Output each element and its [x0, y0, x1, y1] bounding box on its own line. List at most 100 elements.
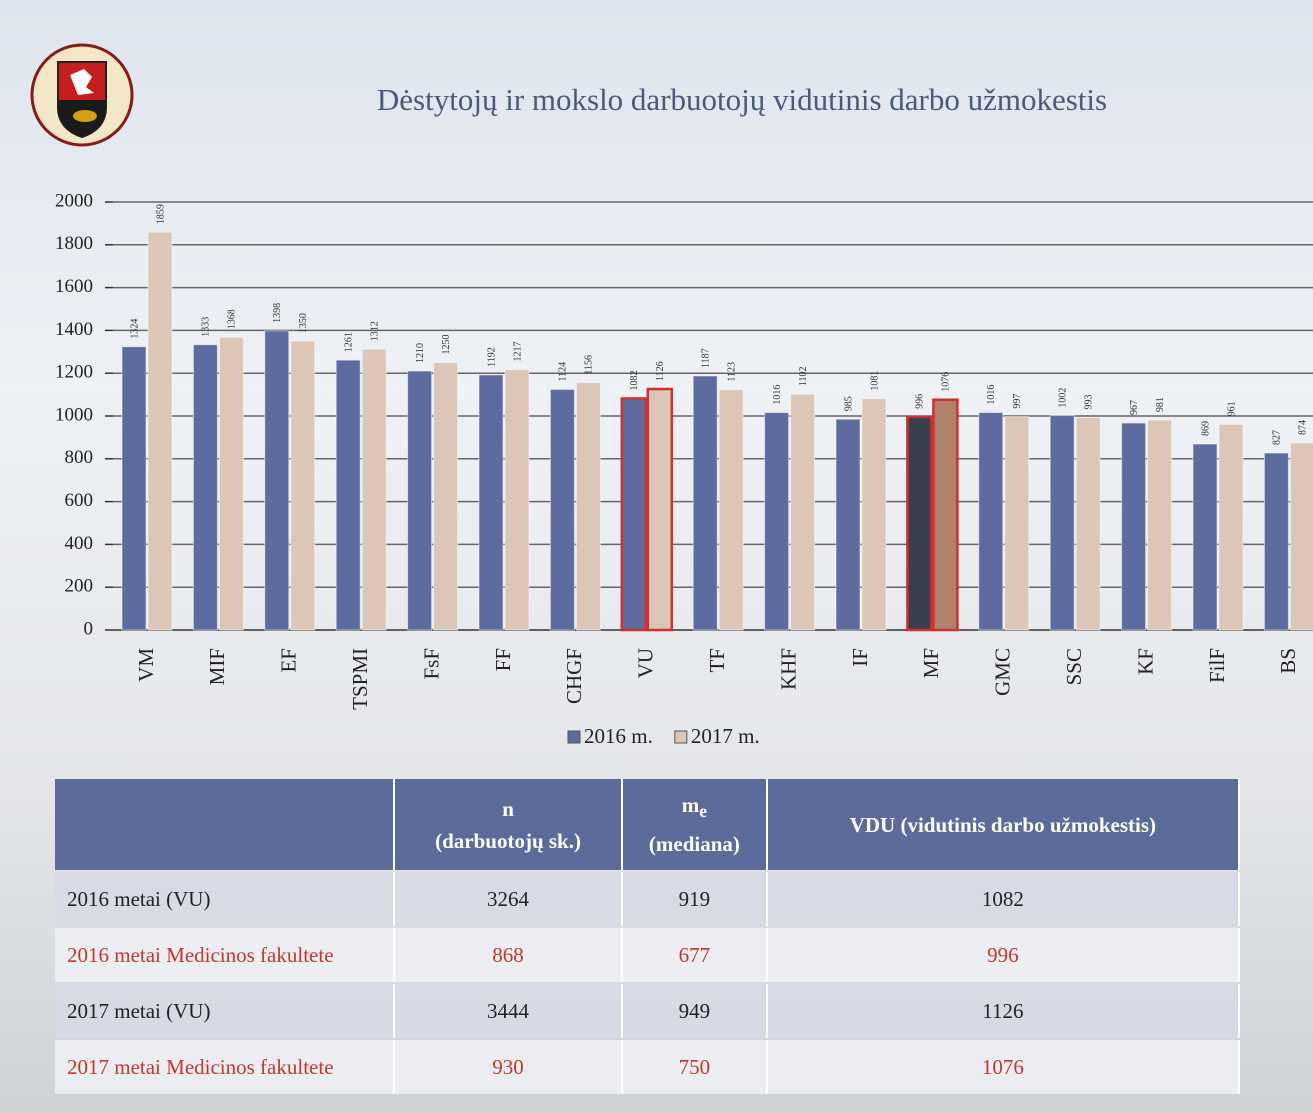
header-cell: VDU (vidutinis darbo užmokestis): [767, 779, 1240, 870]
data-label: 869: [1200, 421, 1211, 436]
legend-swatch: [567, 730, 581, 744]
x-tick-label: KF: [1133, 648, 1157, 675]
bar: [1075, 416, 1101, 631]
data-label: 1261: [343, 332, 354, 352]
bar: [835, 418, 861, 631]
bar: [121, 346, 147, 631]
x-tick-label: FsF: [419, 648, 443, 680]
bar: [1004, 416, 1030, 631]
table-cell: 2016 metai (VU): [55, 872, 395, 926]
bar: [549, 388, 575, 631]
table-cell: 1082: [767, 872, 1240, 926]
header-text: (darbuotojų sk.): [435, 828, 581, 853]
chart-title: Dėstytojų ir mokslo darbuotojų vidutinis…: [377, 82, 1107, 117]
logo: [30, 43, 134, 147]
header-text: VDU (vidutinis darbo užmokestis): [849, 812, 1156, 837]
x-tick-label: BS: [1276, 648, 1300, 674]
x-tick-label: KHF: [776, 648, 800, 690]
bar: [1147, 419, 1173, 631]
bar: [433, 362, 459, 631]
header-cell: me (mediana): [623, 779, 768, 870]
table-row: 2017 metai Medicinos fakultete 930 750 1076: [55, 1040, 1240, 1094]
table-cell: 949: [623, 984, 768, 1038]
table-cell: 1126: [767, 984, 1240, 1038]
bar: [1121, 422, 1147, 631]
x-tick-label: VM: [134, 648, 158, 682]
legend-label: 2017 m.: [691, 724, 760, 748]
data-label: 1002: [1057, 388, 1068, 408]
data-label: 1016: [986, 385, 997, 405]
bar: [264, 330, 290, 631]
data-label: 1859: [155, 204, 166, 224]
table-cell: 996: [767, 928, 1240, 982]
header-cell: n (darbuotojų sk.): [395, 779, 624, 870]
y-tick-label: 1000: [55, 404, 93, 425]
y-tick-label: 1400: [55, 319, 93, 340]
data-label: 874: [1298, 420, 1309, 435]
bar: [906, 415, 933, 632]
data-label: 1324: [129, 319, 140, 339]
data-label: 827: [1272, 430, 1283, 445]
data-label: 1368: [227, 309, 238, 329]
data-label: 1350: [298, 313, 309, 333]
bar: [620, 397, 648, 632]
table-cell: 3264: [395, 872, 624, 926]
x-tick-label: IF: [848, 648, 872, 667]
bar: [1289, 442, 1313, 631]
data-label: 961: [1226, 401, 1237, 416]
x-tick-label: FilF: [1205, 648, 1229, 683]
x-tick-label: FF: [491, 648, 515, 671]
table-cell: 919: [623, 872, 768, 926]
data-label: 1192: [486, 347, 497, 367]
bar: [764, 412, 790, 631]
bar: [290, 340, 316, 631]
data-label: 997: [1012, 394, 1023, 409]
header-symbol: n: [502, 796, 514, 821]
bar: [978, 412, 1004, 631]
bar: [575, 382, 601, 631]
bar: [932, 398, 959, 632]
table-cell: 2016 metai Medicinos fakultete: [55, 928, 395, 982]
bar: [718, 389, 744, 631]
bar: [861, 398, 887, 631]
table-cell: 677: [623, 928, 768, 982]
header-cell: [55, 779, 395, 870]
table-cell: 930: [395, 1040, 624, 1094]
bar: [1263, 452, 1289, 631]
legend-label: 2016 m.: [584, 724, 653, 748]
bar: [504, 369, 530, 631]
x-tick-label: TF: [705, 648, 729, 673]
bar: [192, 344, 218, 631]
bar: [147, 231, 173, 631]
table-cell: 1076: [767, 1040, 1240, 1094]
header-symbol: m: [681, 793, 700, 818]
bar: [218, 336, 244, 631]
data-label: 1187: [700, 348, 711, 368]
data-table: n (darbuotojų sk.) me (mediana) VDU (vidutin…: [55, 777, 1240, 1096]
bar: [335, 359, 361, 631]
bar: [407, 370, 433, 631]
legend-swatch: [674, 730, 688, 744]
data-label: 1102: [798, 367, 809, 387]
table-cell: 2017 metai (VU): [55, 984, 395, 1038]
data-label: 1124: [558, 362, 569, 382]
y-tick-label: 600: [65, 490, 94, 511]
table-cell: 750: [623, 1040, 768, 1094]
y-tick-label: 1800: [55, 233, 93, 254]
data-label: 1123: [726, 362, 737, 382]
data-label: 993: [1083, 394, 1094, 409]
bar: [1192, 443, 1218, 631]
x-tick-label: TSPMI: [348, 648, 372, 710]
x-tick-label: VU: [634, 648, 658, 678]
data-label: 1250: [441, 335, 452, 355]
table-row: 2016 metai (VU) 3264 919 1082: [55, 872, 1240, 926]
bar: [646, 387, 674, 632]
data-label: 1016: [772, 385, 783, 405]
bar: [361, 348, 387, 631]
data-label: 1081: [869, 371, 880, 391]
data-label: 981: [1155, 397, 1166, 412]
data-label: 1076: [941, 372, 952, 392]
x-tick-label: SSC: [1062, 648, 1086, 685]
